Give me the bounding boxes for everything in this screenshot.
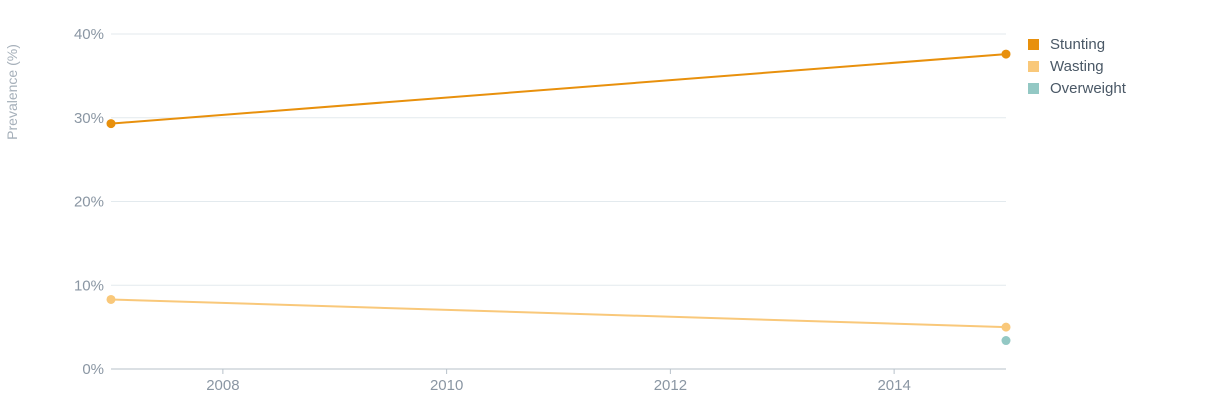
stunting-point — [106, 119, 116, 129]
legend: Stunting Wasting Overweight — [1028, 33, 1126, 99]
wasting-point — [106, 294, 116, 304]
y-axis-ticks: 0% 10% 20% 30% 40% — [74, 26, 104, 378]
x-axis-ticks: 2008 2010 2012 2014 — [206, 369, 911, 394]
y-tick-label: 30% — [74, 110, 104, 127]
wasting-point — [1001, 322, 1011, 332]
stunting-line — [110, 53, 1007, 125]
y-tick-label: 0% — [82, 361, 104, 378]
grid-lines — [111, 33, 1006, 370]
legend-label: Wasting — [1050, 57, 1104, 75]
legend-swatch — [1028, 82, 1039, 94]
legend-item-stunting[interactable]: Stunting — [1028, 33, 1126, 55]
legend-item-wasting[interactable]: Wasting — [1028, 55, 1126, 77]
y-axis-label: Prevalence (%) — [4, 44, 20, 140]
wasting-line — [110, 298, 1007, 329]
x-tick-label: 2008 — [206, 377, 239, 394]
legend-item-overweight[interactable]: Overweight — [1028, 77, 1126, 99]
overweight-point — [1001, 336, 1011, 346]
y-tick-label: 40% — [74, 26, 104, 43]
stunting-point — [1001, 49, 1011, 59]
y-tick-label: 10% — [74, 277, 104, 294]
x-tick-label: 2014 — [877, 377, 910, 394]
y-tick-label: 20% — [74, 194, 104, 211]
x-tick-label: 2012 — [654, 377, 687, 394]
legend-swatch — [1028, 38, 1039, 50]
series-layer — [106, 49, 1011, 346]
legend-label: Stunting — [1050, 35, 1106, 53]
x-tick-label: 2010 — [430, 377, 463, 394]
legend-swatch — [1028, 60, 1039, 72]
legend-label: Overweight — [1050, 79, 1126, 97]
